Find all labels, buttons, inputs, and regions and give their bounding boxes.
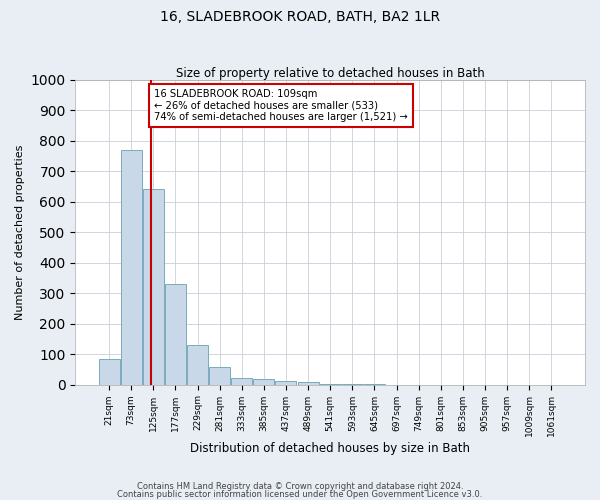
Y-axis label: Number of detached properties: Number of detached properties: [15, 144, 25, 320]
Text: Contains HM Land Registry data © Crown copyright and database right 2024.: Contains HM Land Registry data © Crown c…: [137, 482, 463, 491]
Bar: [143, 190, 164, 384]
Bar: [98, 358, 119, 384]
X-axis label: Distribution of detached houses by size in Bath: Distribution of detached houses by size …: [190, 442, 470, 455]
Bar: [275, 380, 296, 384]
Bar: [253, 379, 274, 384]
Bar: [187, 345, 208, 385]
Title: Size of property relative to detached houses in Bath: Size of property relative to detached ho…: [176, 66, 485, 80]
Bar: [231, 378, 252, 384]
Bar: [165, 284, 186, 384]
Bar: [298, 382, 319, 384]
Text: Contains public sector information licensed under the Open Government Licence v3: Contains public sector information licen…: [118, 490, 482, 499]
Bar: [121, 150, 142, 384]
Text: 16, SLADEBROOK ROAD, BATH, BA2 1LR: 16, SLADEBROOK ROAD, BATH, BA2 1LR: [160, 10, 440, 24]
Bar: [209, 367, 230, 384]
Text: 16 SLADEBROOK ROAD: 109sqm
← 26% of detached houses are smaller (533)
74% of sem: 16 SLADEBROOK ROAD: 109sqm ← 26% of deta…: [154, 88, 408, 122]
